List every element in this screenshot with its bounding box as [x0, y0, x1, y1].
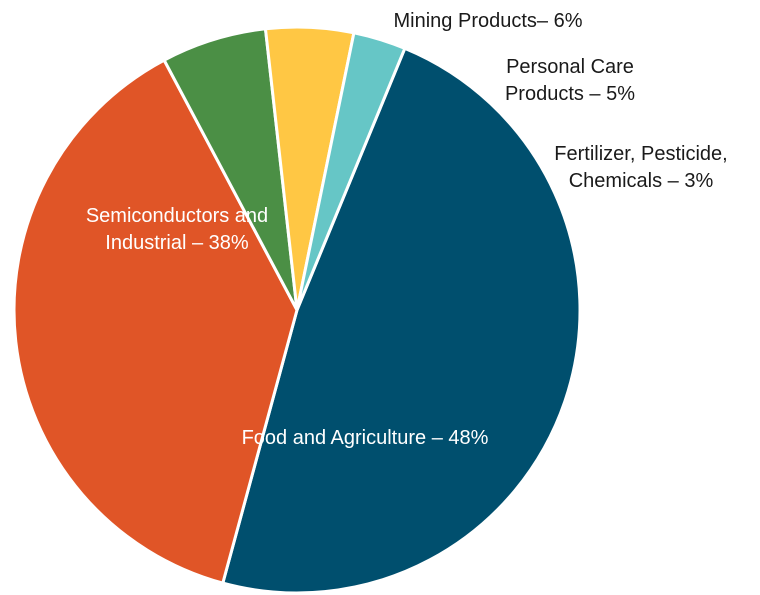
slice-label-line: Fertilizer, Pesticide,: [554, 143, 727, 165]
slice-label-mining-products: Mining Products– 6%: [394, 10, 583, 32]
pie-slice-semiconductors-and: [12, 58, 299, 585]
slice-label-line: Semiconductors and: [86, 205, 268, 227]
pie-slices: [12, 25, 582, 595]
slice-label-line: Products – 5%: [505, 83, 635, 105]
slice-label-line: Food and Agriculture – 48%: [242, 427, 489, 449]
slice-label-line: Industrial – 38%: [105, 232, 249, 254]
slice-label-personal-care: Personal Care Products – 5%: [505, 56, 635, 105]
pie-labels: Food and Agriculture – 48% Semiconductors…: [86, 10, 728, 449]
pie-slice-food-and-agriculture: [221, 46, 582, 595]
slice-label-fertilizer: Fertilizer, Pesticide, Chemicals – 3%: [554, 143, 727, 192]
pie-slice-fertilizer: [295, 31, 407, 312]
slice-label-line: Chemicals – 3%: [569, 170, 714, 192]
slice-label-line: Mining Products– 6%: [394, 10, 583, 32]
slice-label-line: Personal Care: [506, 56, 634, 78]
slice-label-semiconductors-and: Semiconductors and Industrial – 38%: [86, 205, 268, 254]
slice-label-food-and-agriculture: Food and Agriculture – 48%: [242, 427, 489, 449]
